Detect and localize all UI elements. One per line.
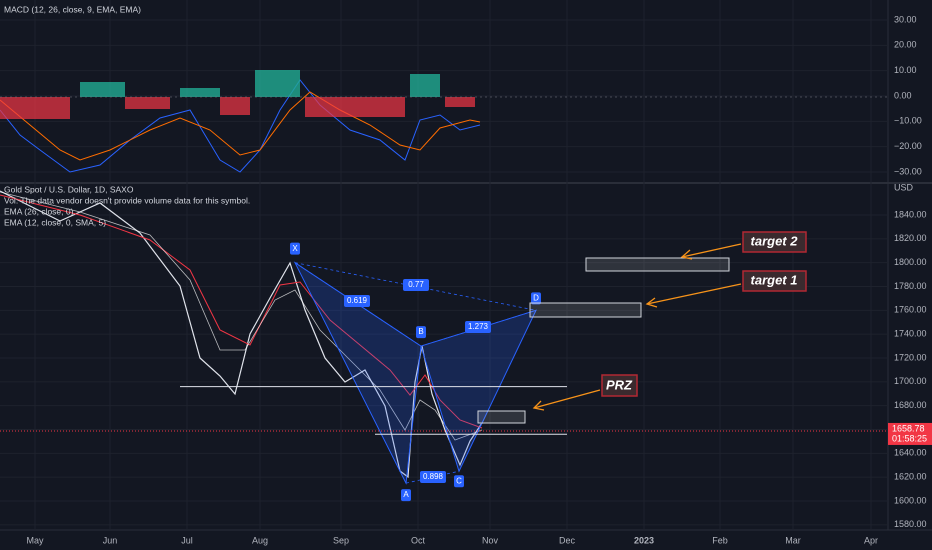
levels xyxy=(180,386,567,435)
pattern-point-label: A xyxy=(403,490,409,499)
ratio-label: 0.898 xyxy=(423,472,444,481)
prz-zone xyxy=(477,410,526,424)
ema-fast-label: EMA (12, close, 0, SMA, 5) xyxy=(4,217,106,227)
histogram-positive xyxy=(410,74,440,97)
pattern-point-label: C xyxy=(456,476,462,485)
harmonic-pattern: X A B C D 0.619 0.77 1.273 0.898 xyxy=(290,242,541,502)
x-tick-label: 2023 xyxy=(634,535,654,545)
x-tick-label: Oct xyxy=(411,535,426,545)
histogram-positive xyxy=(255,70,300,97)
y-tick-label: 1700.00 xyxy=(894,376,927,386)
histogram-negative xyxy=(305,97,405,117)
macd-histogram xyxy=(0,70,475,119)
y-tick-label: 30.00 xyxy=(894,14,917,24)
arrow xyxy=(533,389,601,409)
y-tick-label: 20.00 xyxy=(894,40,917,50)
y-tick-label: 1820.00 xyxy=(894,233,927,243)
y-tick-label: 1720.00 xyxy=(894,352,927,362)
y-tick-label: 1600.00 xyxy=(894,495,927,505)
ema-slow-label: EMA (26, close, 0) xyxy=(4,206,74,216)
ratio-badge xyxy=(344,295,370,307)
histogram-negative xyxy=(0,97,70,119)
note-box xyxy=(601,374,638,397)
arrow xyxy=(681,243,742,258)
x-tick-label: Feb xyxy=(712,535,728,545)
signal-line xyxy=(0,91,481,161)
ratio-badge xyxy=(465,321,491,333)
macd-label: MACD (12, 26, close, 9, EMA, EMA) xyxy=(4,4,141,14)
y-tick-label: 1620.00 xyxy=(894,472,927,482)
annotation: PRZ xyxy=(606,377,633,392)
histogram-positive xyxy=(80,82,125,97)
ratio-label: 1.273 xyxy=(468,322,489,331)
ratio-badge xyxy=(403,279,429,291)
histogram-negative xyxy=(125,97,170,109)
note-box xyxy=(742,270,807,292)
x-tick-label: Dec xyxy=(559,535,576,545)
x-tick-label: Sep xyxy=(333,535,349,545)
y-tick-label: −20.00 xyxy=(894,141,922,151)
countdown-label: 01:58:25 xyxy=(892,433,927,443)
ratio-label: 0.77 xyxy=(408,280,424,289)
ratio-line xyxy=(294,262,422,347)
ratio-badge xyxy=(420,471,446,483)
last-price-box xyxy=(888,422,932,445)
note-box xyxy=(742,231,807,253)
y-tick-label: 1780.00 xyxy=(894,281,927,291)
pattern-point-label: B xyxy=(418,327,423,336)
arrow-head xyxy=(532,400,545,411)
histogram-positive xyxy=(180,88,220,97)
y-tick-label: 0.00 xyxy=(894,90,912,100)
y-tick-label: 1740.00 xyxy=(894,329,927,339)
arrow-head xyxy=(645,297,658,308)
target-2-zone xyxy=(585,257,730,272)
x-tick-label: Aug xyxy=(252,535,268,545)
y-tick-label: 1640.00 xyxy=(894,448,927,458)
x-tick-label: Jun xyxy=(103,535,118,545)
ema-slow-line xyxy=(0,194,483,429)
pattern-point-badge xyxy=(416,326,426,339)
volume-note: Vol: The data vendor doesn't provide vol… xyxy=(4,195,250,205)
y-tick-label: 1760.00 xyxy=(894,305,927,315)
arrow xyxy=(646,283,742,305)
pattern-point-badge xyxy=(531,292,541,305)
arrows xyxy=(532,243,742,411)
x-tick-label: Mar xyxy=(785,535,801,545)
pattern-point-label: D xyxy=(533,293,539,302)
histogram-negative xyxy=(445,97,475,107)
x-tick-label: Jul xyxy=(181,535,193,545)
target-1-zone xyxy=(529,302,642,318)
ratio-label: 0.619 xyxy=(347,296,368,305)
symbol-label: Gold Spot / U.S. Dollar, 1D, SAXO xyxy=(4,184,134,194)
x-tick-label: Nov xyxy=(482,535,499,545)
y-tick-label: 1680.00 xyxy=(894,400,927,410)
last-price-label: 1658.78 xyxy=(892,423,925,433)
y-tick-label: 10.00 xyxy=(894,65,917,75)
y-tick-label: 1580.00 xyxy=(894,519,927,529)
arrow-head xyxy=(680,249,693,260)
currency-label: USD xyxy=(894,182,914,192)
y-tick-label: −10.00 xyxy=(894,116,922,126)
x-tick-label: May xyxy=(26,535,44,545)
ema-fast-line xyxy=(0,191,483,441)
annotation: target 2 xyxy=(751,233,799,248)
pattern-point-badge xyxy=(290,242,300,255)
price-path xyxy=(0,190,483,479)
y-tick-label: 1800.00 xyxy=(894,257,927,267)
x-tick-label: Apr xyxy=(864,535,878,545)
annotation: target 1 xyxy=(751,272,798,287)
histogram-negative xyxy=(220,97,250,115)
pattern-point-badge xyxy=(401,489,411,502)
y-tick-label: 1840.00 xyxy=(894,209,927,219)
pattern-point-badge xyxy=(454,475,464,488)
pattern-point-label: X xyxy=(292,244,298,253)
y-tick-label: −30.00 xyxy=(894,166,922,176)
